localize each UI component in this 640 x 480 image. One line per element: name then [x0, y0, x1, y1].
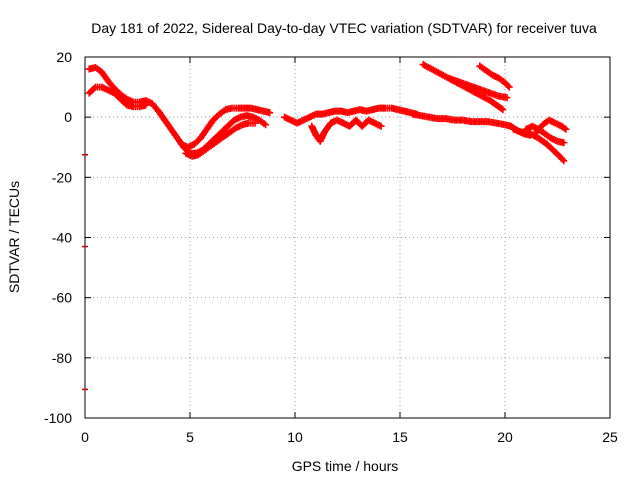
grid-lines: [85, 57, 610, 418]
data-point: [262, 121, 270, 129]
data-point: [504, 82, 512, 90]
y-tick-label: -100: [44, 410, 72, 426]
y-tick-label: -20: [52, 169, 72, 185]
y-tick-label: 20: [56, 49, 72, 65]
data-point: [505, 83, 513, 91]
data-point: [562, 125, 570, 133]
chart-title: Day 181 of 2022, Sidereal Day-to-day VTE…: [91, 20, 597, 36]
data-point: [251, 119, 259, 127]
data-point: [499, 106, 507, 114]
x-tick-label: 25: [602, 429, 618, 445]
data-points: [82, 61, 570, 391]
data-point: [498, 105, 505, 113]
data-point: [266, 109, 274, 117]
data-point: [90, 84, 98, 92]
y-tick-label: -40: [52, 230, 72, 246]
y-tick-label: -60: [52, 290, 72, 306]
data-point: [503, 94, 511, 102]
x-tick-label: 5: [186, 429, 194, 445]
data-point: [558, 155, 566, 163]
data-point: [561, 124, 568, 132]
data-point: [377, 122, 385, 130]
axis-ticks: 0 5 10 15 20 25 -100 -80 -60 -40 -20 0 20: [44, 49, 618, 445]
data-point: [142, 101, 150, 109]
x-tick-label: 10: [287, 429, 303, 445]
x-tick-label: 20: [497, 429, 513, 445]
y-axis-label: SDTVAR / TECUs: [6, 181, 22, 293]
x-axis-label: GPS time / hours: [292, 458, 399, 474]
y-tick-label: 0: [64, 109, 72, 125]
data-point: [560, 157, 568, 165]
y-tick-label: -80: [52, 350, 72, 366]
x-tick-label: 15: [392, 429, 408, 445]
data-point: [560, 139, 568, 147]
x-tick-label: 0: [81, 429, 89, 445]
